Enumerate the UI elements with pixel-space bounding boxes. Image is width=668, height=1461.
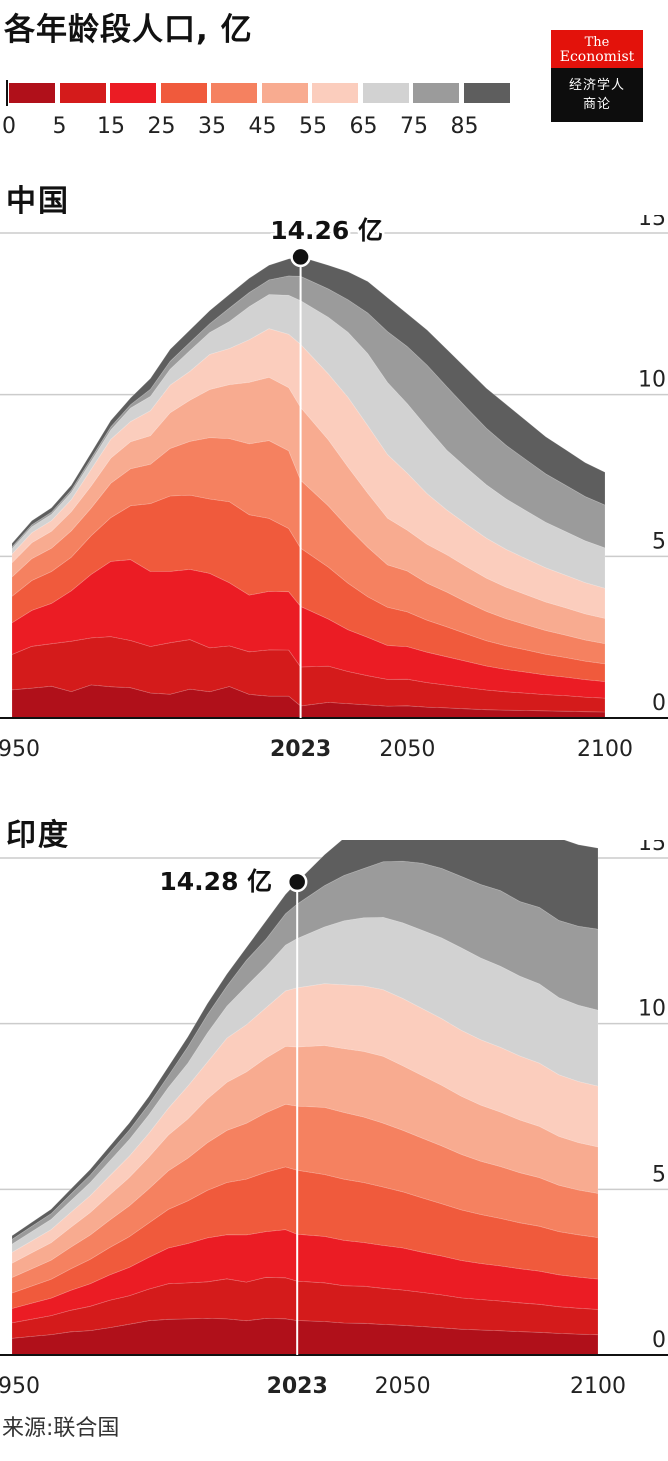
y-tick-label: 15: [638, 840, 666, 856]
legend-zero-tick: [6, 80, 8, 106]
legend-tick-label: 25: [147, 114, 176, 139]
logo-line3: 经济学人: [568, 78, 625, 93]
india-area-chart: 0 5 10 15 1950 2023 2050 2100 14.28 亿: [0, 840, 668, 1399]
x-tick-label: 2023: [267, 1374, 328, 1399]
legend-swatch: [110, 83, 156, 103]
legend-tick-label: 45: [248, 114, 277, 139]
age-band-area-15: [11, 1229, 599, 1324]
x-tick-label: 2100: [577, 737, 633, 762]
x-tick-label: 2050: [375, 1374, 431, 1399]
china-area-chart: 0 5 10 15 1950 2023 2050 2100 14.26 亿: [0, 215, 668, 762]
legend-tick-label: 55: [299, 114, 327, 139]
highlight-dot: [290, 246, 311, 268]
age-band-area-85: [11, 840, 599, 1241]
legend-tick-label: 0: [2, 114, 16, 139]
age-band-area-55: [11, 328, 606, 619]
legend-tick-label: 15: [97, 114, 125, 139]
legend-tick-label: 85: [450, 114, 479, 139]
legend-tick-label: 75: [400, 114, 428, 139]
y-tick-label: 5: [652, 1162, 666, 1187]
x-tick-label: 2050: [379, 737, 435, 762]
legend-swatch: [261, 83, 308, 103]
logo-line2: Economist: [559, 48, 635, 65]
x-tick-label: 2023: [270, 737, 331, 762]
legend-tick-label: 65: [349, 114, 378, 139]
y-tick-label: 5: [652, 529, 666, 554]
age-band-area-85: [11, 256, 606, 548]
highlight-dot: [286, 871, 308, 893]
legend-swatch: [211, 83, 257, 103]
y-tick-label: 15: [638, 215, 666, 231]
legend-swatch: [362, 83, 409, 103]
x-tick-label: 2100: [570, 1374, 626, 1399]
x-tick-label: 1950: [0, 737, 40, 762]
logo-line1: The: [584, 35, 610, 50]
age-band-area-65: [11, 294, 606, 589]
source-note: 来源:联合国: [2, 1416, 120, 1441]
age-band-area-45: [11, 1045, 599, 1279]
india-panel-title: 印度: [6, 818, 70, 853]
y-tick-label: 0: [652, 691, 666, 716]
economist-logo: The Economist 经济学人 商论: [551, 30, 643, 122]
y-tick-label: 10: [638, 368, 666, 393]
age-band-area-75: [11, 275, 606, 550]
legend-swatch: [463, 83, 510, 103]
legend-swatch: [59, 83, 106, 103]
legend-swatch: [9, 83, 55, 103]
legend-tick-label: 35: [198, 114, 226, 139]
chart-title: 各年龄段人口, 亿: [4, 12, 253, 48]
highlight-label: 14.26 亿: [270, 216, 383, 245]
legend-swatch: [413, 83, 459, 103]
highlight-label: 14.28 亿: [159, 867, 272, 896]
logo-line4: 商论: [582, 97, 611, 112]
age-band-area-5: [11, 636, 606, 713]
legend-tick-label: 5: [52, 114, 67, 139]
legend-swatch: [160, 83, 207, 103]
y-tick-label: 10: [638, 997, 666, 1022]
legend-swatch: [312, 83, 358, 103]
y-tick-label: 0: [652, 1328, 666, 1353]
china-panel-title: 中国: [6, 184, 70, 219]
x-tick-label: 1950: [0, 1374, 40, 1399]
